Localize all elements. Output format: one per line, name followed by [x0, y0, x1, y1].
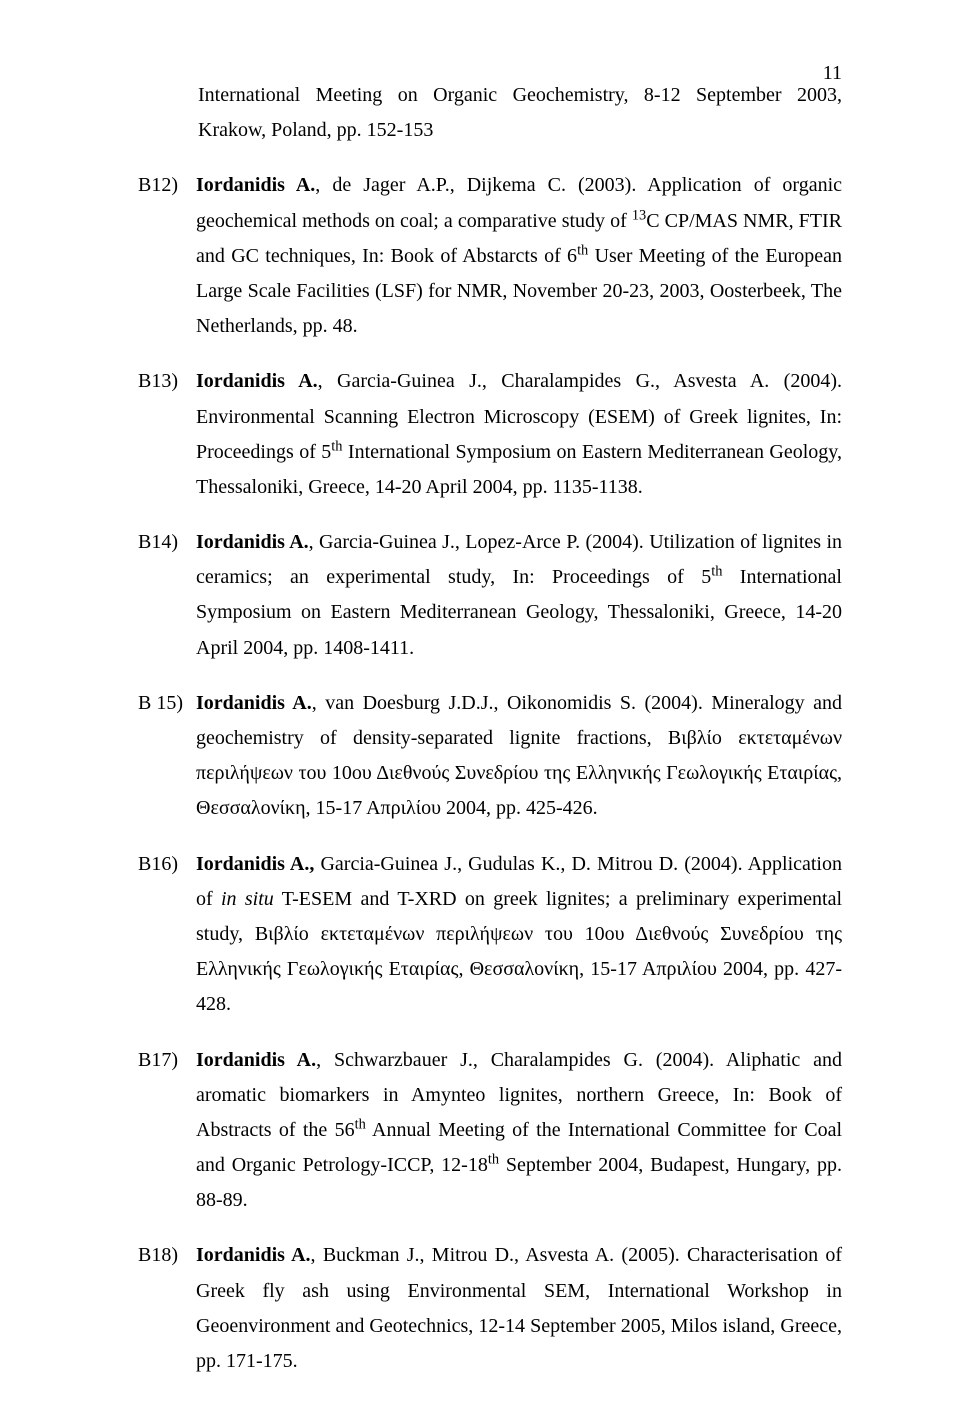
entry-body: Iordanidis A., van Doesburg J.D.J., Oiko…	[196, 686, 842, 827]
superscript: th	[355, 1116, 366, 1132]
reference-entry: B13)Iordanidis A., Garcia-Guinea J., Cha…	[138, 364, 842, 505]
entry-body: Iordanidis A., Garcia-Guinea J., Lopez-A…	[196, 525, 842, 666]
superscript: th	[488, 1151, 499, 1167]
author-bold: Iordanidis A.	[196, 174, 315, 196]
reference-list: B12)Iordanidis A., de Jager A.P., Dijkem…	[138, 168, 842, 1379]
entry-key: B16)	[138, 847, 196, 1023]
entry-key: B17)	[138, 1043, 196, 1219]
page-number: 11	[823, 56, 842, 91]
superscript: th	[711, 564, 722, 580]
entry-key: B 15)	[138, 686, 196, 827]
entry-body: Iordanidis A., Garcia-Guinea J., Charala…	[196, 364, 842, 505]
entry-key: B13)	[138, 364, 196, 505]
entry-text: T-ESEM and T-XRD on greek lignites; a pr…	[196, 888, 842, 1016]
reference-entry: B12)Iordanidis A., de Jager A.P., Dijkem…	[138, 168, 842, 344]
author-bold: Iordanidis A.	[196, 370, 318, 392]
superscript: th	[331, 438, 342, 454]
reference-entry: B14)Iordanidis A., Garcia-Guinea J., Lop…	[138, 525, 842, 666]
entry-key: B18)	[138, 1238, 196, 1379]
entry-body: Iordanidis A., Buckman J., Mitrou D., As…	[196, 1238, 842, 1379]
reference-entry: B 15)Iordanidis A., van Doesburg J.D.J.,…	[138, 686, 842, 827]
superscript: 13	[632, 207, 646, 223]
author-bold: Iordanidis A.	[196, 531, 309, 553]
italic-text: in situ	[221, 888, 274, 910]
author-bold: Iordanidis A.	[196, 1049, 316, 1071]
entry-body: Iordanidis A., Garcia-Guinea J., Gudulas…	[196, 847, 842, 1023]
reference-entry: B18)Iordanidis A., Buckman J., Mitrou D.…	[138, 1238, 842, 1379]
entry-body: Iordanidis A., Schwarzbauer J., Charalam…	[196, 1043, 842, 1219]
document-page: 11 International Meeting on Organic Geoc…	[0, 0, 960, 1428]
author-bold: Iordanidis A.	[196, 1244, 311, 1266]
reference-entry: B17)Iordanidis A., Schwarzbauer J., Char…	[138, 1043, 842, 1219]
author-bold: Iordanidis A.,	[196, 853, 314, 875]
continuation-paragraph: International Meeting on Organic Geochem…	[198, 78, 842, 148]
superscript: th	[577, 242, 588, 258]
entry-body: Iordanidis A., de Jager A.P., Dijkema C.…	[196, 168, 842, 344]
entry-key: B14)	[138, 525, 196, 666]
author-bold: Iordanidis A.	[196, 692, 312, 714]
reference-entry: B16)Iordanidis A., Garcia-Guinea J., Gud…	[138, 847, 842, 1023]
entry-key: B12)	[138, 168, 196, 344]
